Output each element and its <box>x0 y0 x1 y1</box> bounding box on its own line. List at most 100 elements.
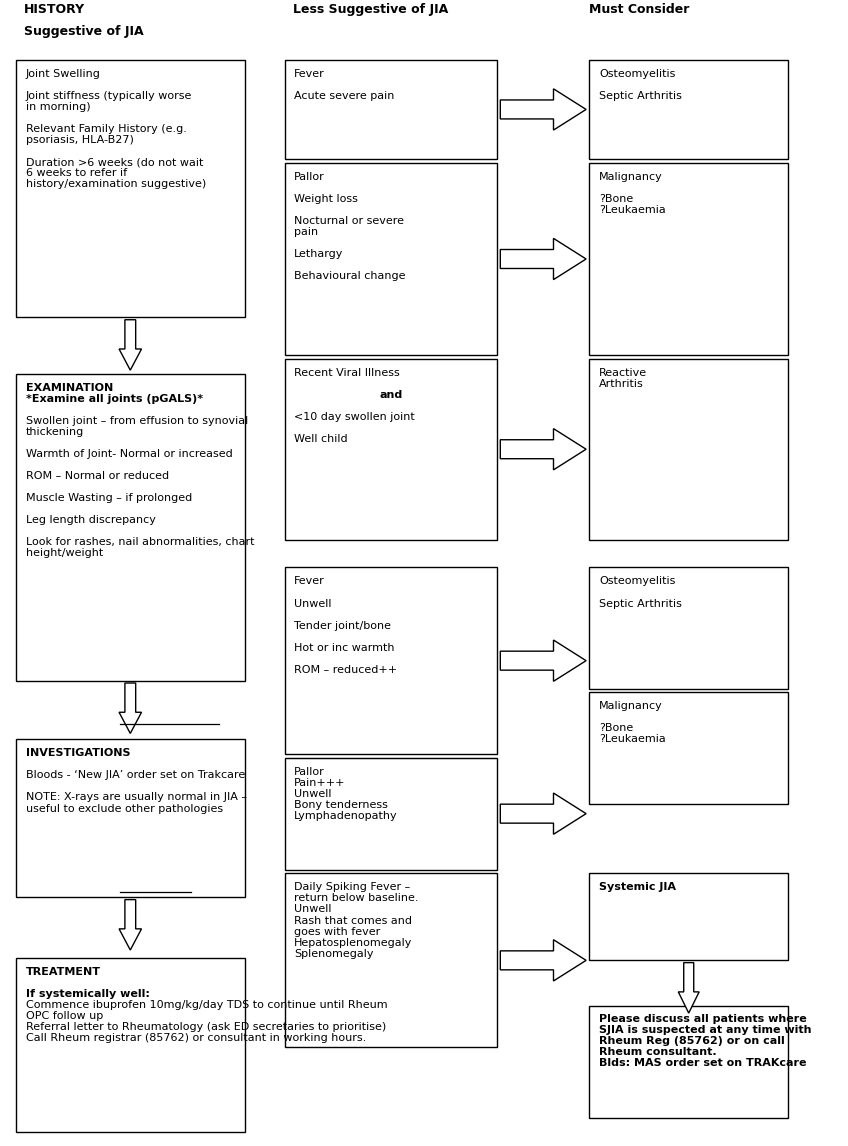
Text: SJIA is suspected at any time with: SJIA is suspected at any time with <box>599 1026 812 1035</box>
Text: ?Bone: ?Bone <box>599 194 633 204</box>
Text: history/examination suggestive): history/examination suggestive) <box>25 179 206 189</box>
Text: Well child: Well child <box>294 434 348 445</box>
Text: 6 weeks to refer if: 6 weeks to refer if <box>25 168 127 178</box>
Text: Reactive: Reactive <box>599 368 647 378</box>
Text: useful to exclude other pathologies: useful to exclude other pathologies <box>25 803 223 814</box>
Text: and: and <box>379 390 403 400</box>
Text: Recent Viral Illness: Recent Viral Illness <box>294 368 400 378</box>
Text: Acute severe pain: Acute severe pain <box>294 91 394 101</box>
Text: Please discuss all patients where: Please discuss all patients where <box>599 1014 806 1025</box>
Polygon shape <box>119 900 142 950</box>
Text: *Examine all joints (pGALS)*: *Examine all joints (pGALS)* <box>25 394 203 403</box>
Text: Joint stiffness (typically worse: Joint stiffness (typically worse <box>25 91 192 101</box>
Text: TREATMENT: TREATMENT <box>25 967 101 978</box>
Text: Commence ibuprofen 10mg/kg/day TDS to continue until Rheum: Commence ibuprofen 10mg/kg/day TDS to co… <box>25 1000 388 1011</box>
Text: Swollen joint – from effusion to synovial: Swollen joint – from effusion to synovia… <box>25 416 248 426</box>
Text: Pallor: Pallor <box>294 767 325 777</box>
Text: Rheum consultant.: Rheum consultant. <box>599 1047 717 1058</box>
Bar <box>16 60 244 317</box>
Text: Must Consider: Must Consider <box>589 3 689 16</box>
Text: INVESTIGATIONS: INVESTIGATIONS <box>25 748 130 759</box>
Text: psoriasis, HLA-B27): psoriasis, HLA-B27) <box>25 135 133 146</box>
Text: Septic Arthritis: Septic Arthritis <box>599 91 682 101</box>
Polygon shape <box>119 320 142 370</box>
Text: Lymphadenopathy: Lymphadenopathy <box>294 811 398 821</box>
Bar <box>285 758 497 870</box>
Text: ?Leukaemia: ?Leukaemia <box>599 735 666 745</box>
Text: Rheum Reg (85762) or on call: Rheum Reg (85762) or on call <box>599 1036 784 1046</box>
Text: Referral letter to Rheumatology (ask ED secretaries to prioritise): Referral letter to Rheumatology (ask ED … <box>25 1022 386 1033</box>
Text: Joint Swelling: Joint Swelling <box>25 69 101 79</box>
Text: pain: pain <box>294 227 318 237</box>
Text: in morning): in morning) <box>25 102 90 112</box>
Bar <box>16 374 244 681</box>
Text: height/weight: height/weight <box>25 549 103 558</box>
Bar <box>16 958 244 1132</box>
Text: ?Bone: ?Bone <box>599 723 633 733</box>
Text: goes with fever: goes with fever <box>294 927 381 936</box>
Text: Relevant Family History (e.g.: Relevant Family History (e.g. <box>25 124 187 134</box>
Bar <box>589 567 788 689</box>
Polygon shape <box>678 963 699 1013</box>
Text: Fever: Fever <box>294 69 325 79</box>
Text: Lethargy: Lethargy <box>294 249 343 259</box>
Text: Splenomegaly: Splenomegaly <box>294 949 374 959</box>
Bar <box>589 1006 788 1118</box>
Text: Unwell: Unwell <box>294 788 332 799</box>
Bar <box>589 163 788 355</box>
Bar <box>16 739 244 897</box>
Text: Weight loss: Weight loss <box>294 194 358 204</box>
Polygon shape <box>500 238 586 280</box>
Bar <box>285 567 497 754</box>
Polygon shape <box>500 639 586 681</box>
Text: thickening: thickening <box>25 427 84 437</box>
Text: ROM – reduced++: ROM – reduced++ <box>294 665 398 675</box>
Text: Fever: Fever <box>294 576 325 587</box>
Text: Call Rheum registrar (85762) or consultant in working hours.: Call Rheum registrar (85762) or consulta… <box>25 1034 365 1044</box>
Text: Tender joint/bone: Tender joint/bone <box>294 621 391 630</box>
Text: Pallor: Pallor <box>294 172 325 182</box>
Text: Malignancy: Malignancy <box>599 701 662 712</box>
Text: Bloods - ‘New JIA’ order set on Trakcare: Bloods - ‘New JIA’ order set on Trakcare <box>25 770 245 780</box>
Text: If systemically well:: If systemically well: <box>25 989 149 999</box>
Text: Unwell: Unwell <box>294 904 332 915</box>
Bar <box>589 873 788 960</box>
Text: Behavioural change: Behavioural change <box>294 272 405 281</box>
Text: HISTORY: HISTORY <box>24 3 85 16</box>
Text: Malignancy: Malignancy <box>599 172 662 182</box>
Bar <box>285 873 497 1047</box>
Text: Septic Arthritis: Septic Arthritis <box>599 598 682 609</box>
Text: ROM – Normal or reduced: ROM – Normal or reduced <box>25 471 169 481</box>
Text: Rash that comes and: Rash that comes and <box>294 916 412 926</box>
Text: Suggestive of JIA: Suggestive of JIA <box>24 25 143 38</box>
Text: Pain+++: Pain+++ <box>294 778 346 787</box>
Text: return below baseline.: return below baseline. <box>294 894 419 903</box>
Text: EXAMINATION: EXAMINATION <box>25 383 113 393</box>
Bar <box>589 359 788 540</box>
Text: Unwell: Unwell <box>294 598 332 609</box>
Text: Leg length discrepancy: Leg length discrepancy <box>25 516 155 525</box>
Polygon shape <box>500 429 586 470</box>
Text: <10 day swollen joint: <10 day swollen joint <box>294 413 415 422</box>
Text: Warmth of Joint- Normal or increased: Warmth of Joint- Normal or increased <box>25 449 232 460</box>
Text: Osteomyelitis: Osteomyelitis <box>599 576 675 587</box>
Bar <box>285 60 497 159</box>
Text: Bony tenderness: Bony tenderness <box>294 800 388 810</box>
Text: Systemic JIA: Systemic JIA <box>599 882 676 893</box>
Text: Less Suggestive of JIA: Less Suggestive of JIA <box>293 3 448 16</box>
Polygon shape <box>500 793 586 834</box>
Text: Hepatosplenomegaly: Hepatosplenomegaly <box>294 937 413 948</box>
Text: Look for rashes, nail abnormalities, chart: Look for rashes, nail abnormalities, cha… <box>25 537 254 548</box>
Polygon shape <box>500 89 586 131</box>
Polygon shape <box>500 940 586 981</box>
Text: Hot or inc warmth: Hot or inc warmth <box>294 643 395 653</box>
Bar <box>285 359 497 540</box>
Text: Nocturnal or severe: Nocturnal or severe <box>294 217 404 226</box>
Text: Osteomyelitis: Osteomyelitis <box>599 69 675 79</box>
Text: Duration >6 weeks (do not wait: Duration >6 weeks (do not wait <box>25 157 203 167</box>
Polygon shape <box>119 683 142 733</box>
Text: Blds: MAS order set on TRAKcare: Blds: MAS order set on TRAKcare <box>599 1059 806 1068</box>
Text: OPC follow up: OPC follow up <box>25 1012 103 1021</box>
Text: Muscle Wasting – if prolonged: Muscle Wasting – if prolonged <box>25 493 192 503</box>
Text: ?Leukaemia: ?Leukaemia <box>599 205 666 215</box>
